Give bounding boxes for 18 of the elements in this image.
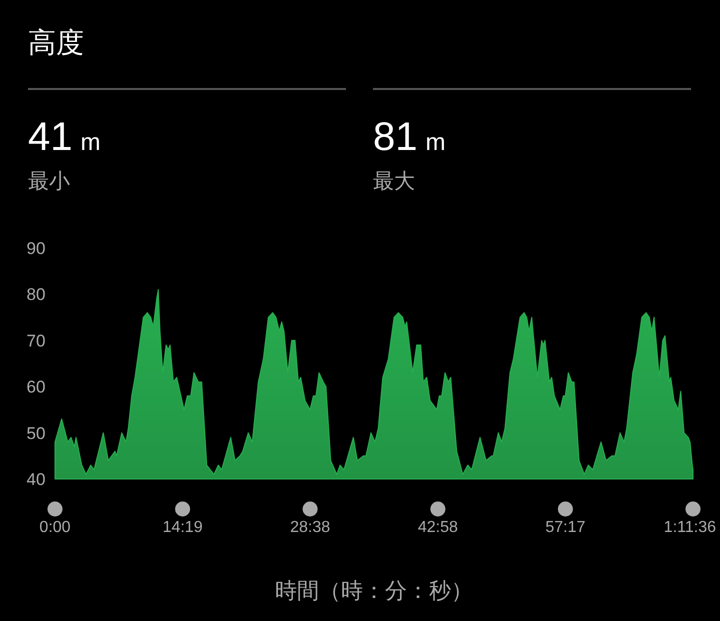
x-tick-label: 57:17: [545, 519, 586, 536]
y-tick-label: 80: [26, 285, 46, 304]
y-tick-label: 40: [26, 470, 46, 489]
text: 最大: [373, 170, 415, 193]
text: 41 m: [28, 115, 100, 159]
text: 81 m: [373, 115, 446, 159]
y-tick-label: 90: [26, 239, 46, 258]
y-tick-label: 50: [26, 424, 46, 443]
chart-title: 高度: [28, 27, 84, 58]
x-tick-label: 28:38: [290, 519, 330, 536]
x-tick-label: 1:11:36: [664, 519, 716, 536]
y-tick-label: 60: [26, 378, 46, 397]
x-tick-label: 0:00: [39, 519, 71, 536]
y-tick-label: 70: [26, 331, 46, 350]
x-axis-title: 時間（時：分：秒）: [275, 578, 473, 603]
x-tick-label: 42:58: [418, 519, 458, 536]
text: 最小: [28, 170, 70, 193]
x-tick-label: 14:19: [162, 519, 203, 536]
